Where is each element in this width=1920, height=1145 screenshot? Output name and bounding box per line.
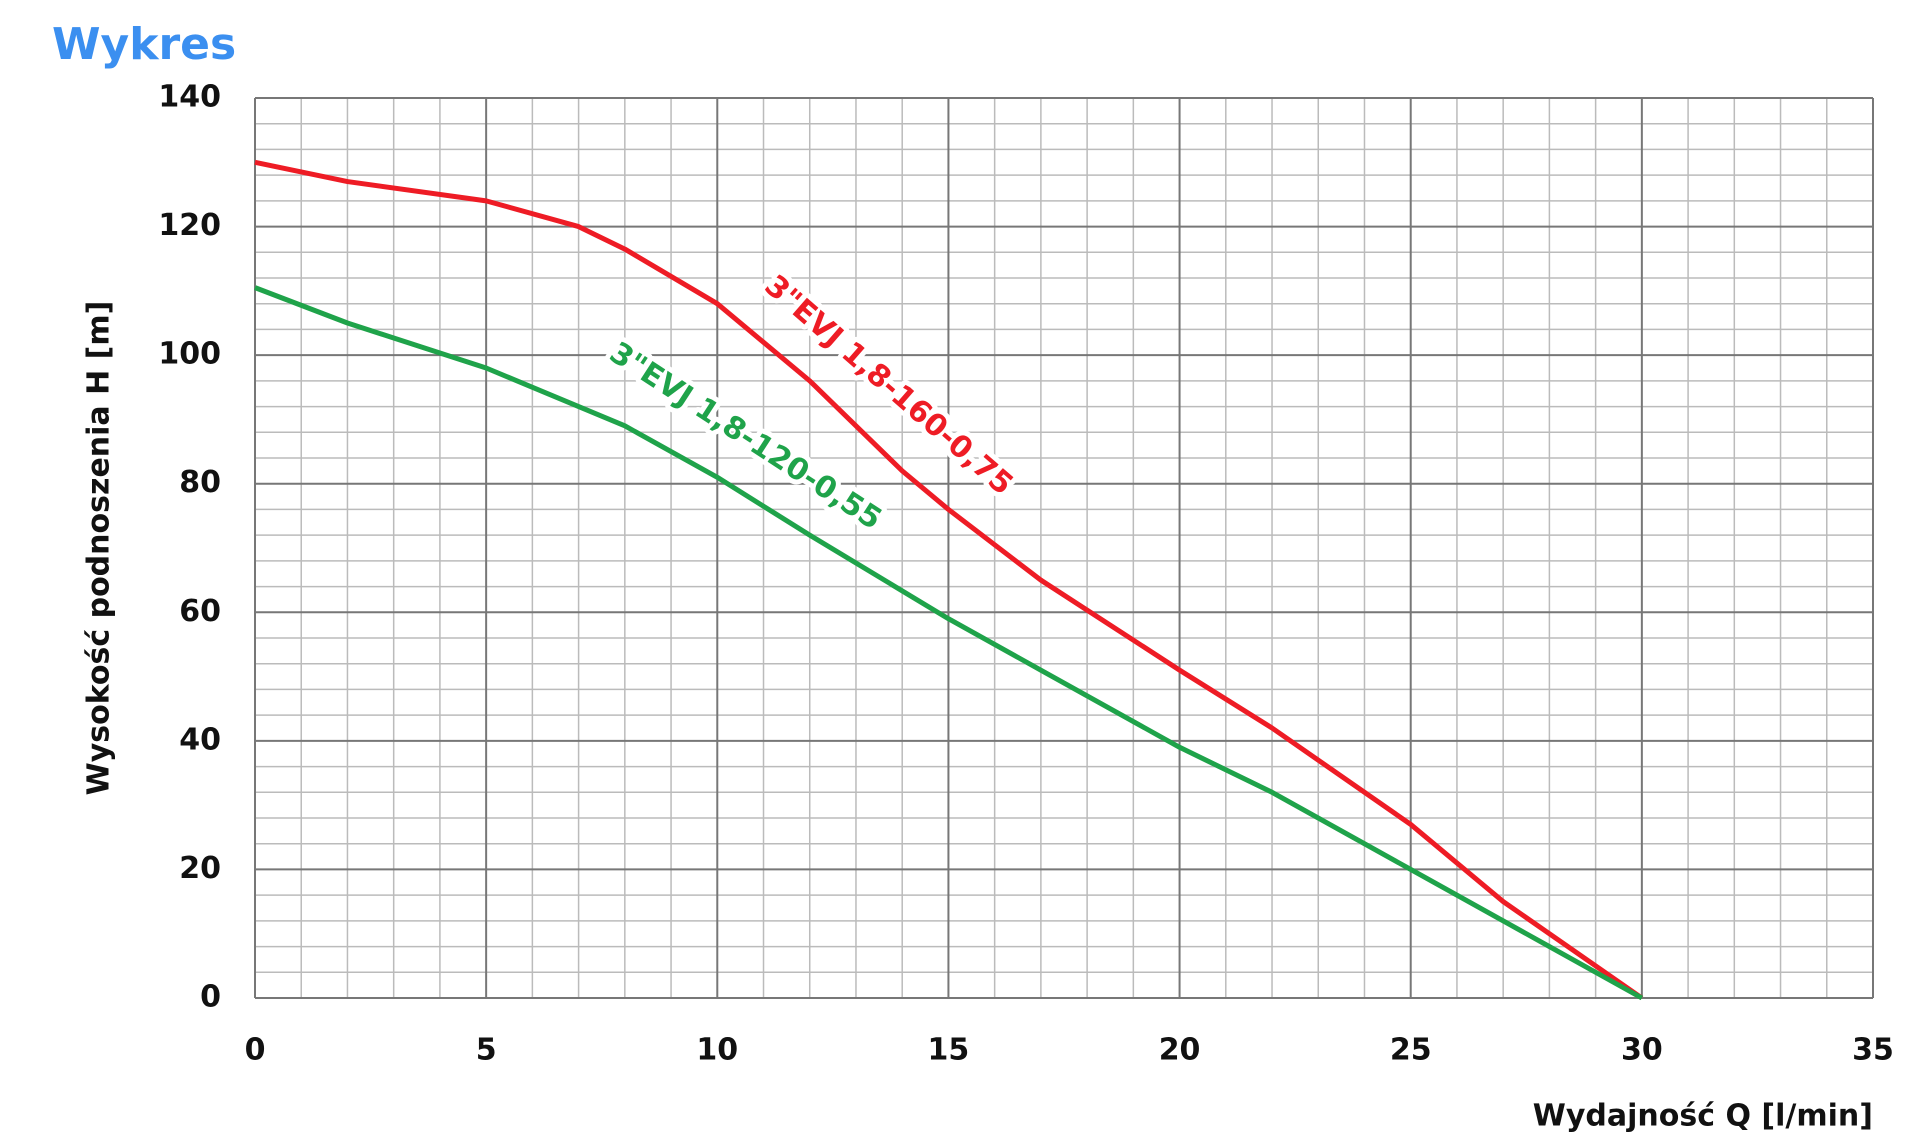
- x-tick-label: 35: [1852, 1033, 1894, 1068]
- y-tick-label: 100: [158, 337, 221, 372]
- y-tick-label: 80: [179, 465, 221, 500]
- x-axis-label: Wydajność Q [l/min]: [1533, 1099, 1873, 1134]
- y-tick-label: 140: [158, 80, 221, 115]
- y-tick-label: 20: [179, 851, 221, 886]
- y-tick-label: 120: [158, 208, 221, 243]
- y-tick-label: 60: [179, 594, 221, 629]
- x-tick-label: 20: [1159, 1033, 1201, 1068]
- x-tick-label: 15: [928, 1033, 970, 1068]
- x-tick-label: 10: [696, 1033, 738, 1068]
- x-tick-label: 25: [1390, 1033, 1432, 1068]
- x-tick-label: 5: [476, 1033, 497, 1068]
- x-tick-label: 0: [245, 1033, 266, 1068]
- series-line: [254, 159, 1644, 1001]
- y-tick-label: 40: [179, 722, 221, 757]
- y-tick-label: 0: [200, 980, 221, 1015]
- y-axis-label: Wysokość podnoszenia H [m]: [82, 301, 117, 796]
- x-tick-label: 30: [1621, 1033, 1663, 1068]
- chart-title: Wykres: [52, 19, 236, 70]
- series-line: [254, 285, 1644, 1001]
